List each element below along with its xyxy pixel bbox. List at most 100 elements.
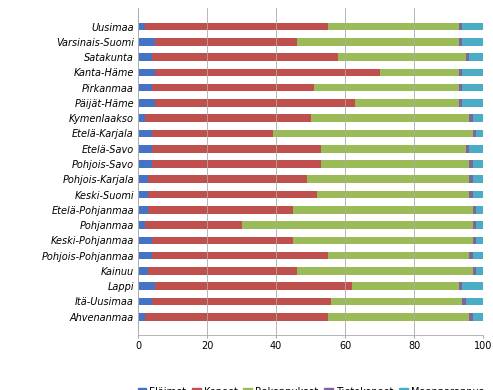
Bar bbox=[138, 298, 152, 305]
Bar bbox=[311, 114, 469, 122]
Bar bbox=[138, 129, 152, 137]
Bar bbox=[469, 53, 483, 61]
Bar bbox=[469, 145, 483, 152]
Bar bbox=[138, 145, 152, 152]
Bar bbox=[380, 69, 459, 76]
Bar bbox=[476, 236, 483, 244]
Bar bbox=[155, 69, 380, 76]
Bar bbox=[317, 191, 469, 199]
Bar bbox=[331, 298, 462, 305]
Bar bbox=[473, 160, 483, 168]
Bar bbox=[473, 221, 476, 229]
Bar bbox=[462, 84, 483, 91]
Bar bbox=[138, 236, 152, 244]
Bar bbox=[152, 145, 321, 152]
Bar bbox=[469, 252, 473, 259]
Bar bbox=[355, 99, 459, 107]
Bar bbox=[297, 267, 473, 275]
Bar bbox=[148, 267, 297, 275]
Bar bbox=[462, 99, 483, 107]
Bar bbox=[145, 221, 242, 229]
Bar bbox=[459, 23, 462, 30]
Bar bbox=[473, 206, 476, 214]
Bar bbox=[476, 129, 483, 137]
Bar bbox=[152, 129, 273, 137]
Bar bbox=[138, 191, 148, 199]
Bar bbox=[145, 114, 311, 122]
Bar bbox=[138, 160, 152, 168]
Bar bbox=[138, 38, 155, 46]
Bar bbox=[152, 160, 321, 168]
Bar bbox=[148, 206, 293, 214]
Bar bbox=[459, 99, 462, 107]
Bar bbox=[462, 282, 483, 290]
Bar bbox=[473, 191, 483, 199]
Bar bbox=[328, 252, 469, 259]
Bar bbox=[469, 176, 473, 183]
Bar bbox=[145, 23, 328, 30]
Bar bbox=[297, 38, 459, 46]
Bar bbox=[138, 99, 155, 107]
Bar bbox=[462, 69, 483, 76]
Bar bbox=[459, 84, 462, 91]
Bar bbox=[307, 176, 469, 183]
Bar bbox=[273, 129, 473, 137]
Bar bbox=[473, 176, 483, 183]
Bar bbox=[138, 114, 145, 122]
Bar bbox=[328, 23, 459, 30]
Bar bbox=[469, 191, 473, 199]
Bar bbox=[459, 69, 462, 76]
Bar bbox=[148, 176, 307, 183]
Bar bbox=[155, 282, 352, 290]
Bar bbox=[352, 282, 459, 290]
Bar bbox=[462, 23, 483, 30]
Bar bbox=[466, 145, 469, 152]
Bar bbox=[138, 313, 145, 321]
Bar bbox=[138, 84, 152, 91]
Bar bbox=[473, 313, 483, 321]
Bar bbox=[293, 206, 473, 214]
Bar bbox=[328, 313, 469, 321]
Bar bbox=[138, 252, 152, 259]
Bar bbox=[155, 99, 355, 107]
Bar bbox=[148, 191, 317, 199]
Bar bbox=[473, 267, 476, 275]
Bar bbox=[459, 282, 462, 290]
Bar bbox=[476, 206, 483, 214]
Bar bbox=[476, 267, 483, 275]
Bar bbox=[462, 298, 466, 305]
Bar bbox=[138, 267, 148, 275]
Bar bbox=[152, 252, 328, 259]
Bar bbox=[138, 53, 152, 61]
Bar bbox=[473, 252, 483, 259]
Bar bbox=[138, 221, 145, 229]
Bar bbox=[469, 114, 473, 122]
Bar bbox=[138, 282, 155, 290]
Bar bbox=[469, 313, 473, 321]
Bar bbox=[466, 298, 483, 305]
Bar bbox=[152, 53, 338, 61]
Bar bbox=[152, 84, 314, 91]
Bar bbox=[145, 313, 328, 321]
Bar bbox=[321, 160, 469, 168]
Bar bbox=[152, 236, 293, 244]
Bar bbox=[466, 53, 469, 61]
Bar bbox=[473, 114, 483, 122]
Bar bbox=[476, 221, 483, 229]
Legend: Eläimet, Koneet, Rakennukset, Tietokoneet, Maanparannus: Eläimet, Koneet, Rakennukset, Tietokonee… bbox=[134, 383, 488, 390]
Bar bbox=[242, 221, 473, 229]
Bar bbox=[338, 53, 466, 61]
Bar bbox=[138, 206, 148, 214]
Bar bbox=[152, 298, 331, 305]
Bar bbox=[462, 38, 483, 46]
Bar bbox=[138, 69, 155, 76]
Bar bbox=[138, 23, 145, 30]
Bar bbox=[293, 236, 473, 244]
Bar bbox=[473, 236, 476, 244]
Bar bbox=[155, 38, 297, 46]
Bar bbox=[314, 84, 459, 91]
Bar bbox=[473, 129, 476, 137]
Bar bbox=[138, 176, 148, 183]
Bar bbox=[321, 145, 466, 152]
Bar bbox=[469, 160, 473, 168]
